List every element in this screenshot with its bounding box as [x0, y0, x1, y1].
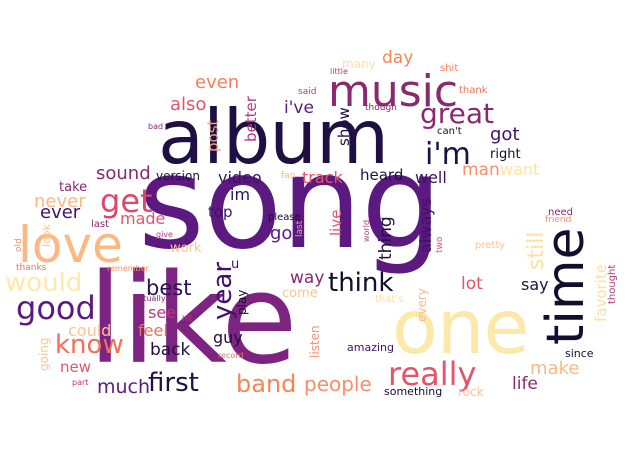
word-old: old	[14, 238, 24, 252]
word-need: need	[548, 207, 573, 218]
word-man: man	[462, 160, 500, 180]
word-sound: sound	[96, 163, 151, 184]
word-actually: actually	[134, 294, 166, 303]
word-album: album	[158, 93, 389, 181]
word-life: life	[512, 374, 538, 394]
word-thought: thought	[607, 264, 618, 304]
word-listen: listen	[308, 325, 322, 358]
word-world: world	[362, 219, 371, 242]
word-amazing: amazing	[347, 341, 394, 354]
word-new: new	[60, 358, 92, 376]
word-still: still	[524, 231, 549, 270]
word-cant: can't	[437, 126, 462, 137]
word-great: great	[420, 97, 495, 130]
word-every: every	[415, 288, 429, 322]
word-since: since	[565, 347, 594, 360]
word-come: come	[282, 286, 318, 301]
word-best: best	[146, 276, 192, 300]
word-way: way	[290, 268, 325, 288]
word-got: got	[490, 124, 520, 145]
word-track: track	[302, 168, 343, 187]
word-people: people	[304, 372, 372, 396]
word-song: song	[138, 129, 442, 278]
word-last: last	[91, 219, 110, 230]
word-would: would	[5, 268, 83, 298]
word-thank: thank	[459, 85, 488, 96]
word-see: see	[148, 303, 177, 322]
word-better: better	[242, 96, 260, 142]
word-please: please	[268, 212, 301, 223]
word-feel: feel	[138, 321, 168, 340]
word-remember: remember	[107, 264, 149, 273]
word-good: good	[16, 289, 96, 327]
word-day: day	[382, 48, 414, 68]
word-never: never	[34, 191, 86, 212]
word-thats: that's	[375, 294, 404, 305]
word-made: made	[120, 209, 166, 228]
word-back: back	[150, 340, 191, 360]
word-heard: heard	[360, 166, 404, 184]
word-shit: shit	[440, 63, 459, 74]
word-bad: bad	[148, 122, 164, 131]
word-give: give	[156, 230, 173, 239]
word-ive: i've	[284, 98, 314, 118]
word-could: could	[68, 321, 112, 340]
word-really: really	[388, 355, 477, 393]
word-know: know	[55, 330, 124, 360]
word-ever: ever	[40, 202, 81, 223]
word-make: make	[530, 358, 580, 379]
word-look: look	[40, 224, 53, 247]
word-play: play	[235, 289, 249, 315]
word-right: right	[490, 147, 521, 162]
word-first: first	[148, 368, 199, 398]
word-friend: friend	[545, 215, 572, 225]
word-also: also	[170, 94, 207, 115]
word-rock: rock	[458, 385, 484, 399]
word-pretty: pretty	[475, 240, 506, 251]
word-little: little	[330, 67, 348, 76]
word-take: take	[59, 180, 88, 195]
word-music: music	[328, 66, 459, 117]
word-love: love	[18, 216, 123, 274]
word-u: u	[231, 257, 240, 272]
word-said: said	[298, 87, 317, 97]
word-many: many	[342, 57, 376, 71]
word-like: like	[88, 248, 298, 392]
word-im: i'm	[425, 137, 471, 172]
word-go: go	[270, 223, 293, 244]
word-one: one	[392, 283, 530, 371]
word-going: going	[37, 337, 51, 371]
word-two: two	[435, 236, 445, 253]
word-get: get	[100, 182, 153, 220]
word-hit: hit	[182, 314, 193, 323]
word-though: though	[365, 103, 397, 113]
word-work: work	[170, 241, 202, 256]
word-band: band	[236, 370, 297, 398]
word-version: version	[156, 169, 200, 183]
word-im2: im	[230, 185, 251, 204]
word-something: something	[384, 385, 443, 398]
word-well: well	[415, 168, 447, 187]
word-live: live	[327, 209, 345, 236]
word-video: video	[218, 168, 262, 187]
word-thing: thing	[376, 216, 396, 260]
word-post: post	[204, 119, 222, 152]
word-top: top	[208, 203, 233, 221]
word-fan: fan	[281, 171, 296, 181]
word-thanks: thanks	[16, 263, 47, 273]
word-last2: last	[295, 220, 305, 237]
word-record: record	[218, 351, 244, 360]
word-show: show	[335, 107, 353, 146]
word-much: much	[97, 376, 151, 398]
word-want: want	[500, 160, 540, 179]
word-think: think	[328, 268, 394, 298]
word-say: say	[521, 275, 549, 294]
word-guy: guy	[213, 328, 243, 347]
word-part: part	[72, 378, 89, 387]
word-always: always	[416, 198, 435, 253]
word-lot: lot	[461, 274, 483, 294]
word-even: even	[195, 72, 240, 93]
